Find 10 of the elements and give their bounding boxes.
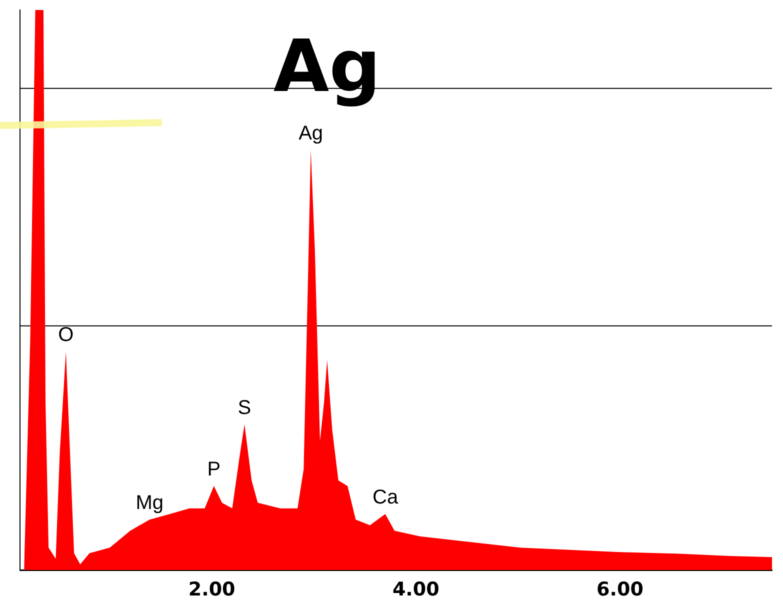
annotation: S <box>238 396 252 419</box>
annotation: P <box>207 458 221 481</box>
annotation: Ag <box>298 122 324 145</box>
annotation: O <box>58 324 74 346</box>
chart-title: Ag <box>272 24 382 108</box>
x-tick-label: 6.00 <box>596 578 644 600</box>
x-tick-label: 2.00 <box>188 578 236 600</box>
annotation: Ca <box>372 486 399 509</box>
annotation: Mg <box>136 492 164 514</box>
x-tick-label: 4.00 <box>392 578 440 600</box>
